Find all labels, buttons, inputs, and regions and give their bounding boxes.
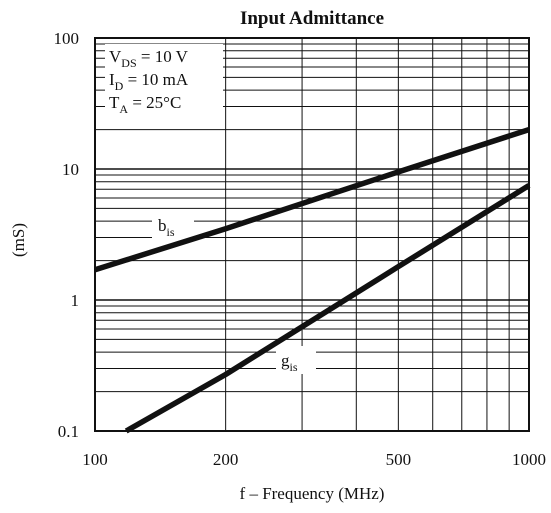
y-tick-label: 10	[62, 160, 79, 179]
y-axis-label: (mS)	[9, 223, 28, 257]
series-label-gis: gis	[281, 351, 298, 374]
tick-labels: 100 200 500 1000 0.1 1 10 100	[54, 29, 547, 469]
series-labels: bis gis	[158, 216, 298, 374]
series-label-backdrop	[152, 211, 194, 239]
chart-title: Input Admittance	[240, 8, 384, 29]
series-label-backdrop	[276, 346, 316, 374]
condition-text: TA = 25°C	[109, 93, 181, 116]
y-tick-label: 100	[54, 29, 80, 48]
condition-text: ID = 10 mA	[109, 70, 189, 93]
x-tick-label: 100	[82, 450, 108, 469]
label-backgrounds	[105, 44, 316, 374]
y-tick-label: 1	[71, 291, 80, 310]
conditions-backdrop	[105, 44, 223, 122]
x-tick-label: 500	[386, 450, 412, 469]
plot-frame	[94, 37, 530, 432]
x-tick-label: 200	[213, 450, 239, 469]
series-lines	[94, 126, 531, 434]
series-label-bis: bis	[158, 216, 175, 239]
series-line-gis	[124, 183, 531, 434]
x-axis-label: f – Frequency (MHz)	[240, 484, 385, 503]
series-line-bis	[94, 126, 530, 273]
x-tick-label: 1000	[512, 450, 546, 469]
condition-text: VDS = 10 V	[109, 47, 189, 70]
y-tick-label: 0.1	[58, 422, 79, 441]
